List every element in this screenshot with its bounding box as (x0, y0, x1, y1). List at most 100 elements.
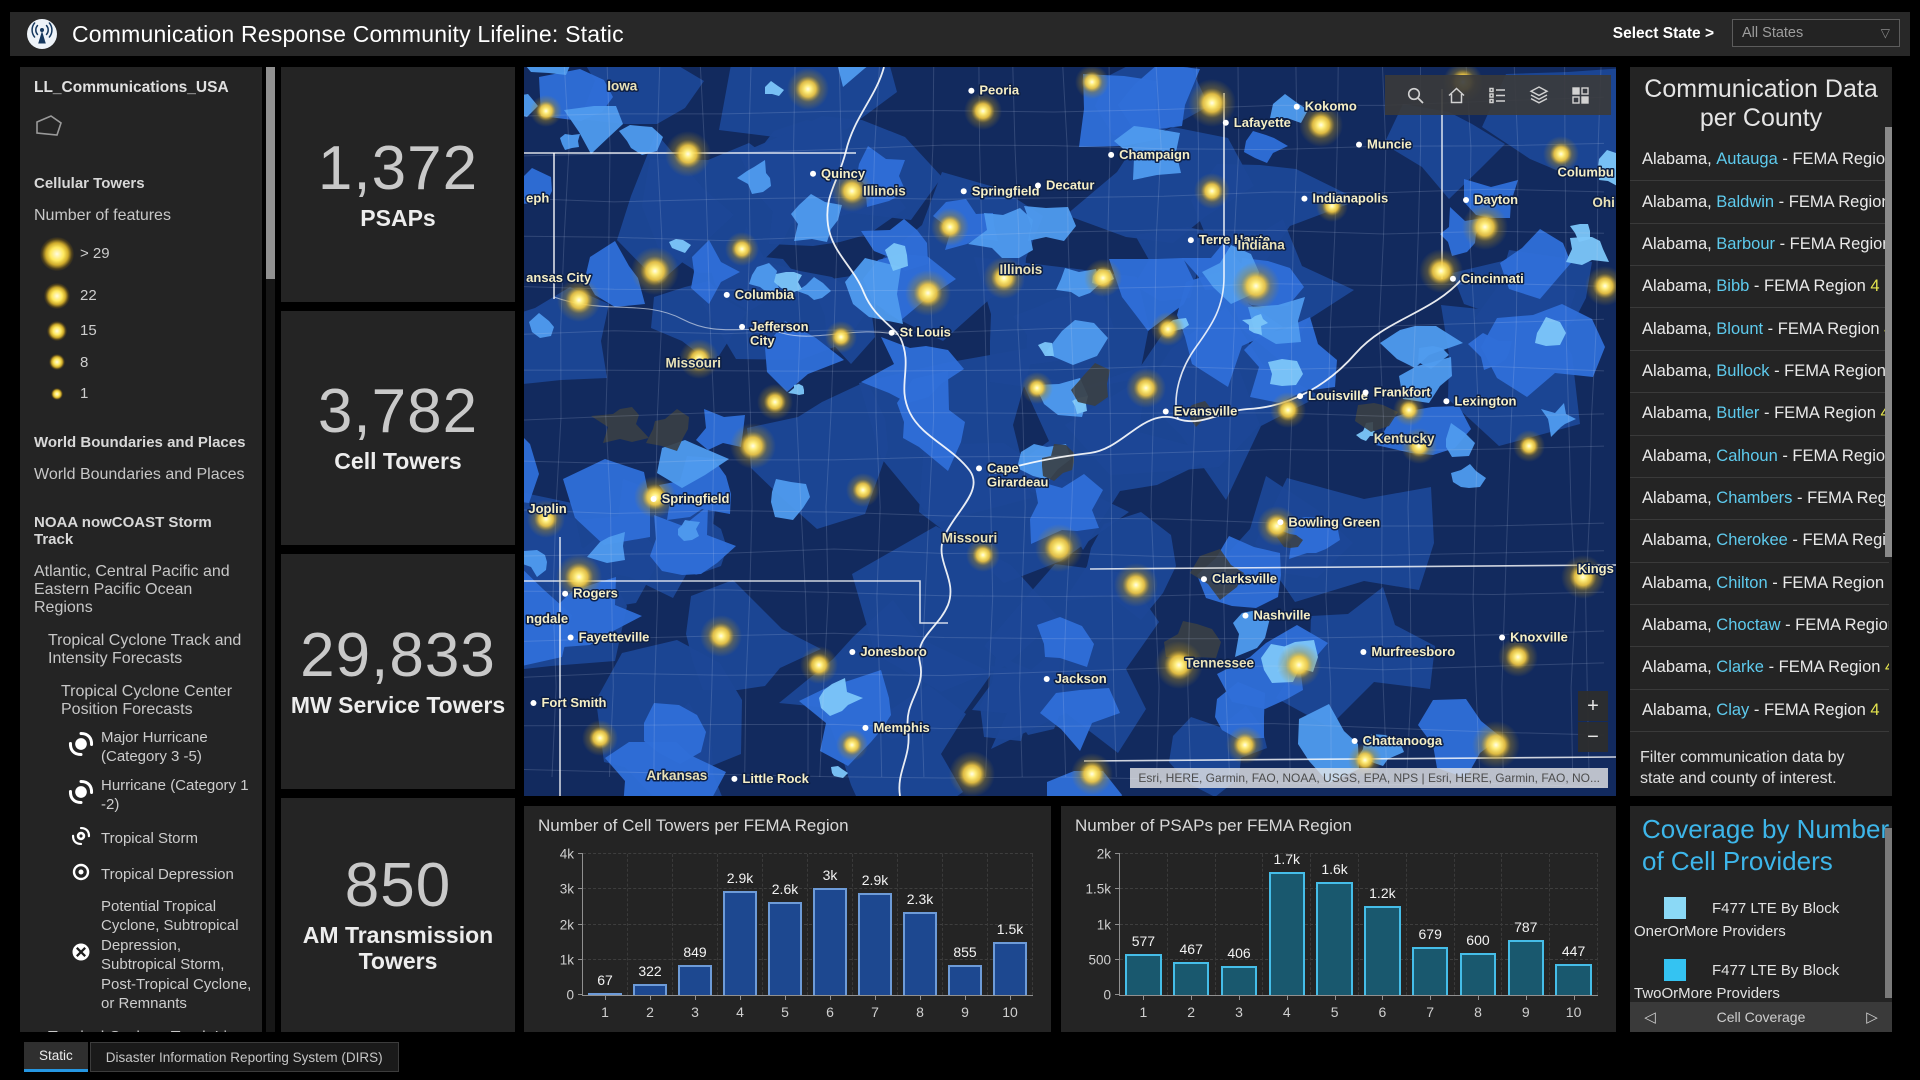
city-label: Jonesboro (849, 643, 928, 661)
zoom-out-button[interactable]: − (1578, 722, 1608, 752)
bar (1555, 963, 1592, 995)
county-fema-text: - FEMA Region (1777, 446, 1889, 465)
legend-panel[interactable]: LL_Communications_USA Cellular Towers Numb… (20, 67, 262, 1032)
header: Communication Response Community Lifelin… (10, 12, 1910, 56)
city-label: Terre Haute (1187, 231, 1272, 249)
psaps-chart-panel: Number of PSAPs per FEMA Region 0 500 1k 1.… (1061, 806, 1616, 1032)
pager-next-icon[interactable]: ▷ (1852, 1007, 1892, 1027)
tab-dirs[interactable]: Disaster Information Reporting System (D… (89, 1042, 399, 1072)
county-row[interactable]: Alabama, Calhoun - FEMA Region 4 (1630, 436, 1889, 478)
county-row[interactable]: Alabama, Butler - FEMA Region 4 (1630, 393, 1889, 436)
svg-text:Springfield: Springfield (972, 183, 1040, 198)
glow-dot-icon (34, 387, 80, 400)
kpi-column: 1,372 PSAPs 3,782 Cell Towers 29,833 MW Servi… (281, 67, 515, 1032)
chevron-down-icon: ▽ (1880, 26, 1890, 40)
county-row[interactable]: Alabama, Bibb - FEMA Region 4 (1630, 266, 1889, 309)
bar-value-label: 467 (1179, 941, 1203, 958)
pager-prev-icon[interactable]: ◁ (1630, 1007, 1670, 1027)
county-fema-text: - FEMA Region (1763, 319, 1885, 338)
bar-value-label: 2.9k (726, 870, 754, 887)
legend-layer-title: LL_Communications_USA (34, 79, 229, 96)
county-state: Alabama, (1642, 658, 1717, 677)
kpi-label: MW Service Towers (290, 691, 506, 718)
county-row[interactable]: Alabama, Bullock - FEMA Region 4 (1630, 351, 1889, 394)
x-axis-tick (650, 995, 651, 1000)
legend-symbol-row: Hurricane (Category 1 -2) (34, 776, 252, 815)
layers-icon[interactable] (1518, 80, 1560, 110)
county-row[interactable]: Alabama, Barbour - FEMA Region 4 (1630, 224, 1889, 267)
bar-value-label: 2.9k (861, 871, 889, 888)
bar-slot: 1.5k 10 (988, 854, 1033, 1020)
state-select-dropdown[interactable]: All States ▽ (1732, 19, 1900, 47)
map-canvas[interactable]: Iowa Peoria Kokomo Lafayette Muncie Champaign… (524, 67, 1616, 796)
glow-4 (49, 354, 65, 371)
y-axis-tick (1115, 958, 1120, 960)
legend-label: Number of features (34, 206, 171, 224)
legend-layer-title: Cellular Towers (34, 174, 145, 192)
county-name: Clay (1716, 700, 1750, 719)
bar (587, 992, 623, 995)
county-row[interactable]: Alabama, Chambers - FEMA Region 4 (1630, 478, 1889, 521)
search-icon[interactable] (1395, 81, 1436, 110)
city-label: Joplin (527, 500, 568, 518)
bar-value-label: 322 (638, 962, 662, 979)
x-axis-label: 5 (1330, 1004, 1339, 1020)
bar (1268, 872, 1306, 995)
legend-size-label: 15 (80, 321, 97, 339)
x-axis-tick (965, 995, 966, 1000)
home-icon[interactable] (1436, 81, 1477, 110)
legend-size-label: 8 (80, 353, 89, 371)
county-row[interactable]: Alabama, Choctaw - FEMA Region 4 (1630, 605, 1889, 648)
county-row[interactable]: Alabama, Clay - FEMA Region 4 (1630, 690, 1889, 733)
county-row[interactable]: Alabama, Autauga - FEMA Region 4 (1630, 139, 1889, 182)
x-axis-label: 10 (1565, 1004, 1582, 1020)
scrollbar-thumb[interactable] (1885, 828, 1892, 998)
map[interactable]: Iowa Peoria Kokomo Lafayette Muncie Champaign… (524, 67, 1616, 796)
zoom-in-button[interactable]: + (1578, 691, 1608, 721)
bar-slot: 577 1 (1120, 854, 1168, 1020)
kpi-card: 3,782 Cell Towers (281, 310, 515, 545)
county-name: Calhoun (1716, 446, 1778, 465)
bar-value-label: 577 (1131, 933, 1156, 950)
county-name: Clarke (1716, 658, 1764, 677)
chart-title: Number of PSAPs per FEMA Region (1075, 816, 1352, 835)
legend-label: Tropical Cyclone Track and Intensity For… (48, 631, 242, 667)
county-fema-region: 4 (1870, 277, 1880, 296)
county-fema-text: - FEMA Region (1759, 404, 1881, 423)
county-fema-text: - FEMA Region (1769, 361, 1889, 380)
bar-slot: 322 2 (628, 854, 673, 1020)
coverage-title: Coverage by Number of Cell Providers (1642, 814, 1890, 876)
y-axis-tick (1115, 923, 1120, 925)
city-label: Decatur (1034, 176, 1096, 194)
bar (1411, 947, 1449, 995)
scrollbar-thumb[interactable] (1885, 127, 1892, 557)
county-row[interactable]: Alabama, Clarke - FEMA Region 4 (1630, 647, 1889, 690)
county-fema-text: - FEMA Region (1775, 234, 1889, 253)
legend-scrollbar[interactable] (266, 67, 275, 1032)
x-axis-tick (695, 995, 696, 1000)
bar-value-label: 855 (953, 943, 977, 960)
y-axis-label: 3k (559, 881, 574, 897)
county-state: Alabama, (1642, 531, 1717, 550)
basemap-icon[interactable] (1560, 81, 1601, 110)
gridline (1120, 853, 1598, 854)
legend-icon[interactable] (1477, 81, 1518, 110)
county-name: Cherokee (1716, 531, 1788, 550)
bar-value-label: 1.7k (1273, 851, 1301, 868)
x-axis-tick (1191, 995, 1193, 1000)
svg-text:Lafayette: Lafayette (1234, 115, 1291, 130)
county-row[interactable]: Alabama, Baldwin - FEMA Region 4 (1630, 181, 1889, 224)
county-row[interactable]: Alabama, Cherokee - FEMA Region 4 (1630, 520, 1889, 563)
kpi-card: 1,372 PSAPs (281, 67, 515, 302)
scrollbar-thumb[interactable] (266, 67, 275, 279)
svg-text:Murfreesboro: Murfreesboro (1371, 644, 1455, 659)
bar (857, 892, 893, 995)
x-axis-tick (1143, 995, 1145, 1000)
county-row[interactable]: Alabama, Blount - FEMA Region 4 (1630, 308, 1889, 351)
svg-text:Champaign: Champaign (1119, 147, 1190, 162)
tab-static[interactable]: Static (24, 1042, 88, 1072)
svg-text:ngdale: ngdale (526, 611, 568, 626)
y-axis-label: 0 (566, 987, 574, 1003)
county-state: Alabama, (1642, 616, 1717, 635)
county-row[interactable]: Alabama, Chilton - FEMA Region 4 (1630, 563, 1889, 605)
